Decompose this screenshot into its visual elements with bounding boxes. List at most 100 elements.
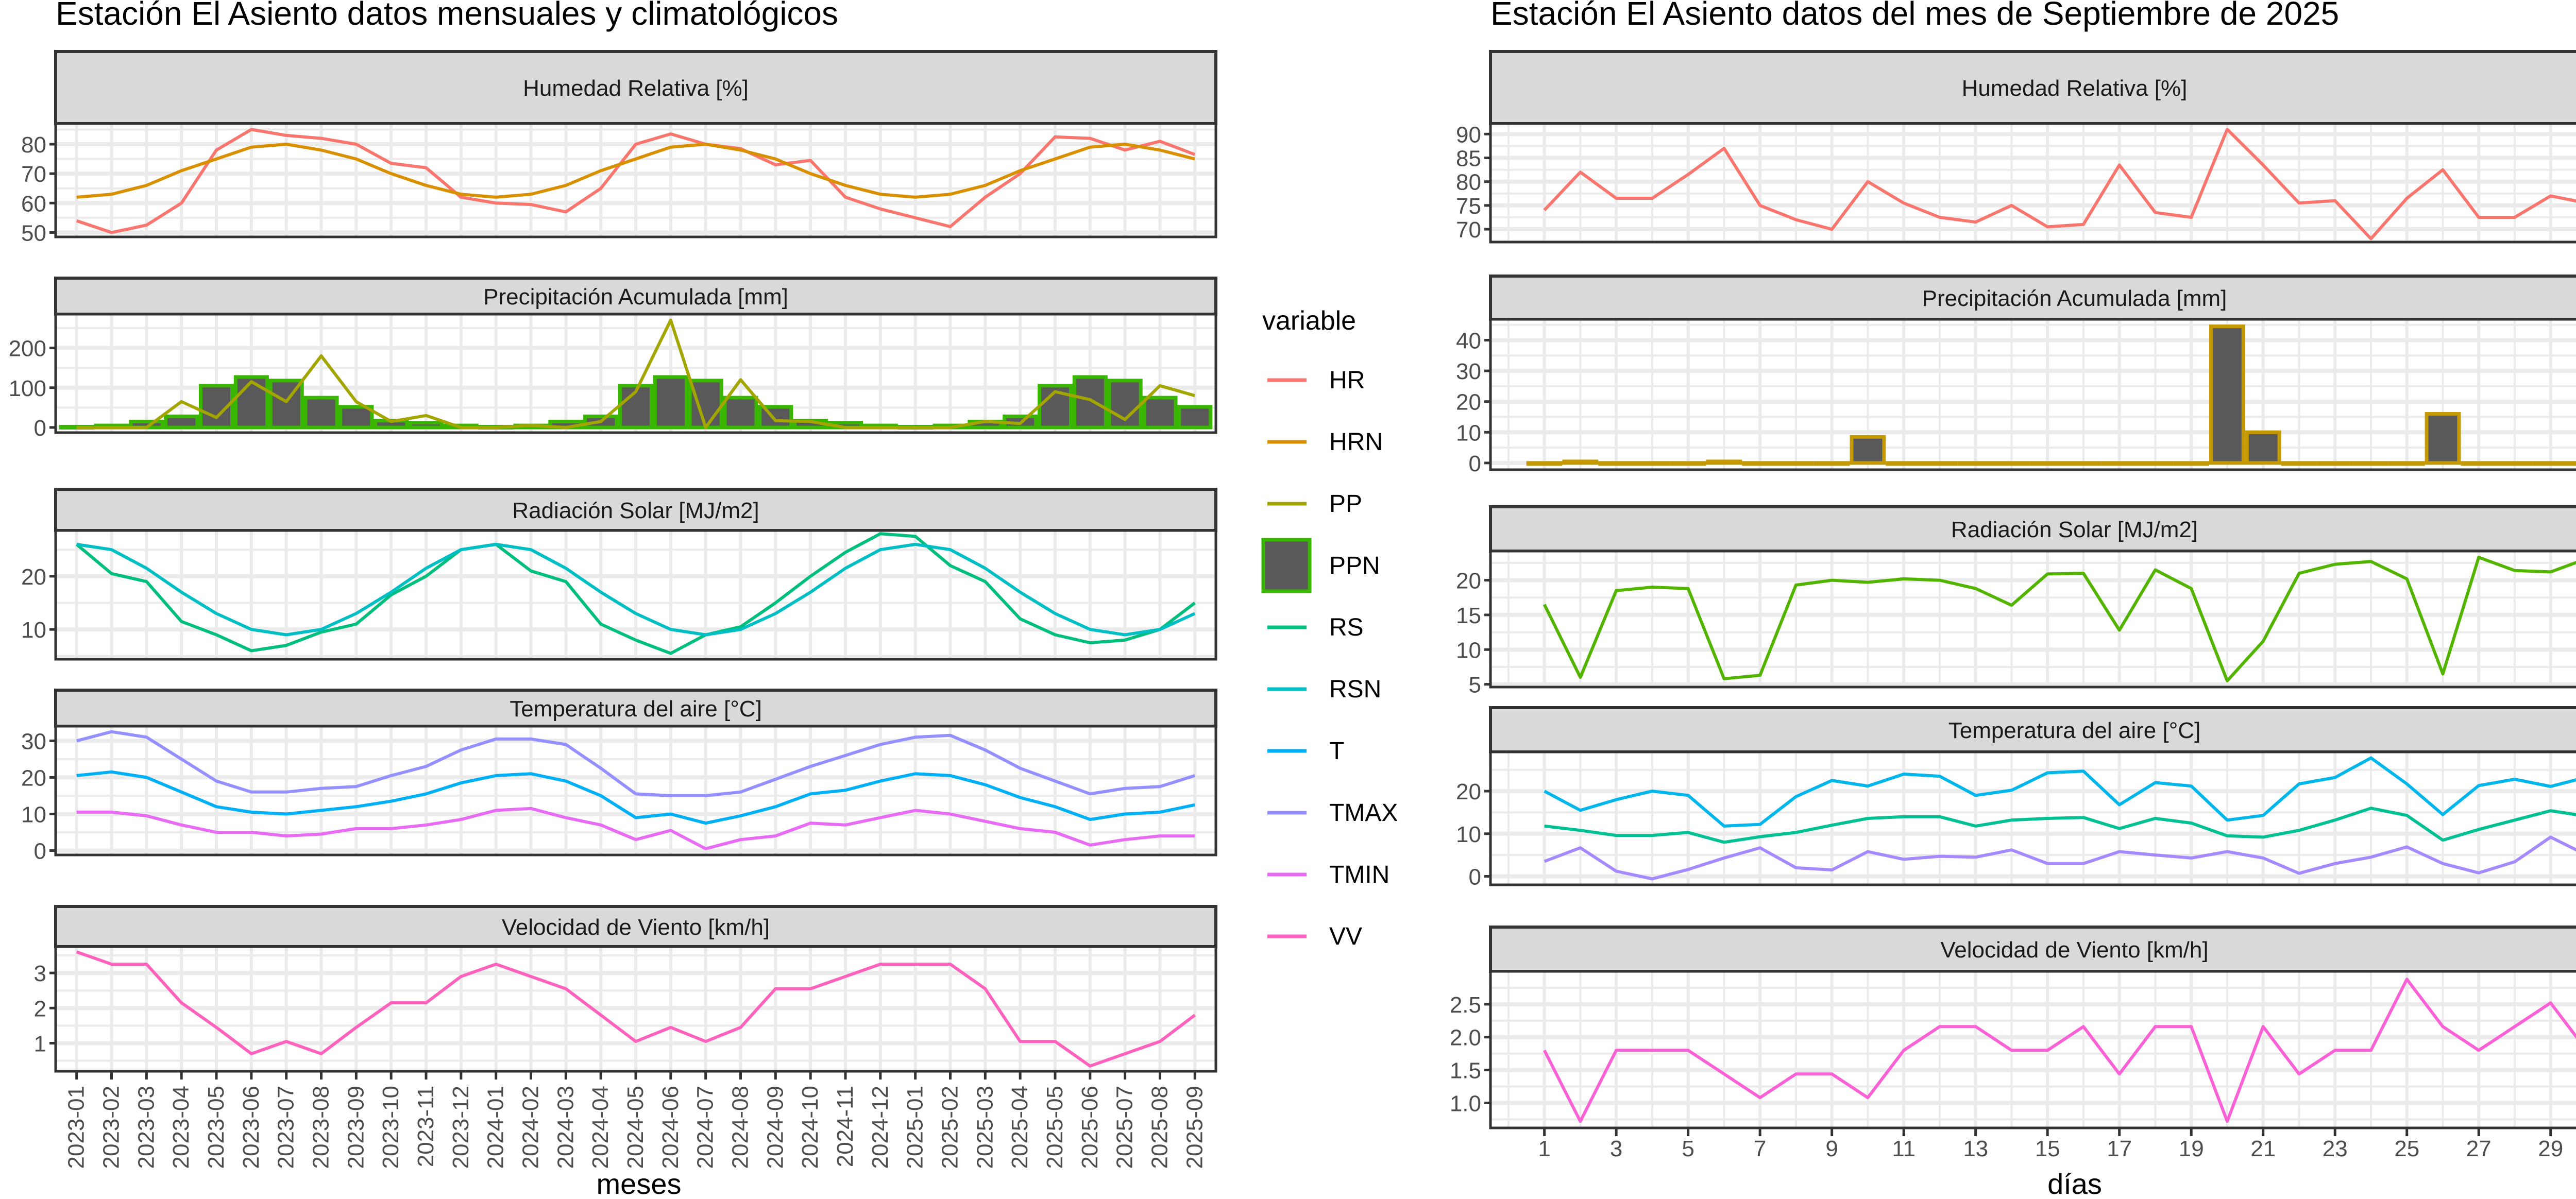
- x-tick-label: 2024-12: [868, 1086, 893, 1169]
- facet-strip-label: Humedad Relativa [%]: [523, 76, 749, 101]
- x-tick-label: 2024-03: [553, 1086, 578, 1169]
- y-tick-label: 60: [21, 191, 46, 216]
- bar-pp: [2317, 461, 2353, 466]
- series-line-rsn: [76, 542, 1196, 637]
- legend-label: PPN: [1329, 552, 1380, 579]
- x-tick-label: 15: [2035, 1136, 2060, 1161]
- bar-pp: [1814, 461, 1850, 466]
- x-tick-label: 2024-07: [693, 1086, 718, 1169]
- y-tick-label: 0: [34, 838, 46, 864]
- panel-border: [54, 122, 1217, 238]
- bar-pp: [2173, 461, 2210, 466]
- x-tick-label: 2024-10: [798, 1086, 823, 1169]
- bar-pp: [1922, 461, 1958, 466]
- legend-label: RSN: [1329, 676, 1381, 703]
- series-line-tmax: [1544, 756, 2576, 828]
- bar-pp: [2101, 461, 2138, 466]
- legend-label: VV: [1329, 923, 1362, 950]
- y-tick-label: 75: [1456, 194, 1481, 219]
- facet-panel: Humedad Relativa [%] 50 60 70 80: [21, 50, 1217, 246]
- y-tick-label: 80: [21, 132, 46, 158]
- y-tick-label: 20: [21, 765, 46, 791]
- bar-ppn: [164, 414, 199, 430]
- bar-ppn: [758, 405, 793, 430]
- facet-strip-label: Humedad Relativa [%]: [1962, 76, 2188, 101]
- bar-pp: [2568, 461, 2576, 466]
- y-tick-label: 50: [21, 220, 46, 246]
- x-tick-label: 19: [2179, 1136, 2204, 1161]
- plot-background: [1490, 319, 2576, 470]
- facet-strip: [1489, 926, 2576, 973]
- y-tick-label: 20: [1456, 390, 1481, 415]
- bar-pp: [1886, 461, 1922, 466]
- x-tick-label: 3: [1610, 1136, 1622, 1161]
- facet-strip: [1489, 706, 2576, 753]
- bar-pp: [2461, 461, 2497, 466]
- x-tick-label: 2025-03: [972, 1086, 997, 1169]
- y-tick-label: 2.5: [1450, 992, 1481, 1018]
- y-tick-label: 15: [1456, 603, 1481, 628]
- x-tick-label: 2025-02: [937, 1086, 962, 1169]
- x-tick-label: 2025-09: [1182, 1086, 1207, 1169]
- x-tick-label: 13: [1963, 1136, 1988, 1161]
- bar-ppn: [408, 421, 444, 430]
- y-tick-label: 3: [34, 961, 46, 986]
- x-tick-label: 27: [2466, 1136, 2492, 1161]
- y-tick-label: 0: [34, 416, 46, 441]
- y-tick-label: 10: [1456, 822, 1481, 847]
- x-tick-label: 21: [2250, 1136, 2276, 1161]
- facet-strip-label: Velocidad de Viento [km/h]: [1940, 937, 2208, 963]
- x-tick-label: 5: [1682, 1136, 1694, 1161]
- x-tick-label: 2025-06: [1077, 1086, 1103, 1169]
- x-tick-label: 2024-08: [727, 1086, 753, 1169]
- bar-ppn: [303, 396, 339, 430]
- series-line-pp: [76, 318, 1196, 429]
- facet-panel: Velocidad de Viento [km/h]1.01.52.02.51 3…: [1450, 926, 2576, 1161]
- facet-strip-label: Precipitación Acumulada [mm]: [483, 284, 788, 310]
- x-tick-label: 17: [2107, 1136, 2132, 1161]
- bar-pp: [2245, 430, 2281, 465]
- x-tick-label: 2023-07: [274, 1086, 299, 1169]
- x-tick-label: 7: [1754, 1136, 1766, 1161]
- facet-strip-label: Velocidad de Viento [km/h]: [502, 915, 770, 940]
- bar-ppn: [1072, 375, 1108, 430]
- bar-pp: [2065, 461, 2102, 466]
- x-tick-label: 11: [1892, 1136, 1916, 1161]
- bar-ppn: [1142, 396, 1178, 430]
- series-line-rs: [75, 532, 1196, 655]
- legend-label: HRN: [1329, 429, 1383, 456]
- bar-ppn: [653, 375, 688, 430]
- y-tick-label: 1: [34, 1031, 46, 1056]
- legend-item: RS: [1267, 614, 1364, 641]
- bar-pp: [2281, 461, 2317, 466]
- x-tick-label: 2024-06: [658, 1086, 683, 1169]
- y-tick-label: 2: [34, 996, 46, 1021]
- legend-label: TMIN: [1329, 861, 1389, 888]
- series-line-tmin: [1544, 835, 2576, 881]
- x-tick-label: 2023-04: [168, 1086, 194, 1169]
- facet-strip-label: Temperatura del aire [°C]: [1948, 718, 2201, 743]
- x-tick-label: 2023-11: [413, 1086, 438, 1167]
- series-line-t: [1544, 807, 2576, 844]
- bar-ppn: [688, 379, 723, 430]
- facet-panel: Temperatura del aire [°C] 0 10 20: [1456, 706, 2576, 889]
- bar-pp: [1778, 461, 1814, 466]
- y-tick-label: 10: [1456, 420, 1481, 446]
- y-tick-label: 20: [1456, 779, 1481, 804]
- series-line-vv: [76, 950, 1196, 1068]
- facet-strip-label: Radiación Solar [MJ/m2]: [1951, 517, 2198, 542]
- legend-item: TMIN: [1267, 861, 1389, 888]
- bar-pp: [1742, 461, 1778, 466]
- series-line-hrn: [76, 143, 1196, 199]
- x-tick-label: 2023-05: [204, 1086, 229, 1169]
- series-line-hr: [76, 128, 1196, 234]
- x-tick-label: 2025-05: [1042, 1086, 1067, 1169]
- legend-item: HR: [1267, 367, 1365, 394]
- panel-border: [1489, 750, 2576, 886]
- x-tick-label: 23: [2323, 1136, 2348, 1161]
- y-tick-label: 200: [9, 336, 46, 362]
- bar-pp: [2388, 461, 2425, 466]
- facet-strip: [54, 488, 1217, 532]
- bar-pp: [2353, 461, 2389, 466]
